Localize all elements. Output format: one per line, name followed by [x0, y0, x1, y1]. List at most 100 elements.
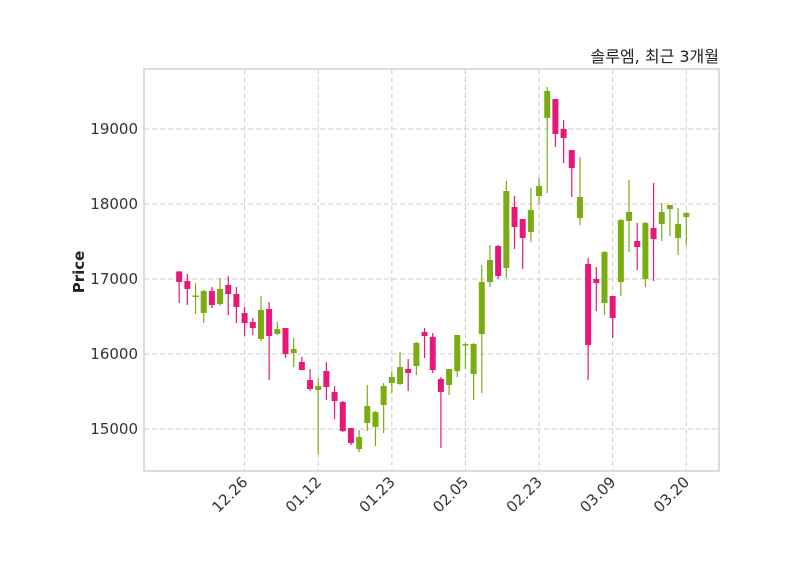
- candle-body: [421, 332, 428, 336]
- candle-body: [429, 336, 436, 370]
- candle-down: [495, 245, 502, 279]
- candle-body: [241, 312, 248, 324]
- candle-body: [397, 366, 404, 384]
- candle-down: [437, 377, 444, 448]
- candle-body: [184, 281, 191, 289]
- candle-body: [462, 344, 469, 346]
- chart-title: 솔루엠, 최근 3개월: [591, 47, 719, 66]
- candle-down: [233, 287, 240, 324]
- candle-down: [331, 386, 338, 420]
- candle-body: [560, 129, 567, 138]
- candle-down: [249, 318, 256, 336]
- candle-down: [208, 287, 215, 309]
- grid: [144, 69, 719, 471]
- candle-up: [454, 335, 461, 378]
- candle-down: [266, 302, 273, 381]
- candle-down: [241, 306, 248, 336]
- x-tick-label: 12.26: [208, 473, 251, 516]
- candle-body: [503, 191, 510, 268]
- candle-down: [519, 219, 526, 270]
- candle-body: [307, 380, 314, 390]
- candle-body: [511, 207, 518, 228]
- candle-body: [470, 344, 477, 375]
- candle-up: [626, 180, 633, 252]
- candle-body: [519, 219, 526, 238]
- candle-up: [192, 282, 199, 315]
- candle-up: [446, 369, 453, 396]
- candle-body: [192, 295, 199, 297]
- y-tick-label: 19000: [90, 120, 138, 138]
- candle-up: [462, 342, 469, 369]
- candle-down: [421, 327, 428, 358]
- candle-body: [323, 371, 330, 387]
- candle-body: [282, 327, 289, 354]
- candle-body: [666, 204, 673, 210]
- candle-body: [208, 291, 215, 306]
- candle-up: [364, 384, 371, 432]
- candle-up: [290, 338, 297, 367]
- candle-body: [372, 411, 379, 427]
- candle-down: [323, 362, 330, 400]
- candle-body: [217, 288, 224, 304]
- candle-body: [552, 99, 559, 135]
- candle-up: [315, 378, 322, 454]
- candle-down: [568, 150, 575, 198]
- y-tick-label: 18000: [90, 195, 138, 213]
- candle-body: [544, 90, 551, 118]
- candle-up: [200, 290, 207, 324]
- candle-body: [339, 402, 346, 432]
- candle-up: [470, 342, 477, 400]
- candle-up: [217, 278, 224, 306]
- candle-body: [536, 186, 543, 196]
- candle-body: [527, 210, 534, 232]
- candle-body: [331, 392, 338, 402]
- candle-body: [609, 296, 616, 318]
- candle-down: [429, 333, 436, 373]
- candle-body: [290, 348, 297, 354]
- candle-down: [650, 183, 657, 282]
- candle-body: [478, 282, 485, 334]
- candle-up: [380, 383, 387, 433]
- y-axis-label: Price: [70, 251, 88, 294]
- candle-up: [658, 203, 665, 241]
- candle-body: [626, 212, 633, 222]
- candle-down: [225, 276, 232, 315]
- candle-up: [683, 212, 690, 246]
- y-tick-label: 15000: [90, 420, 138, 438]
- candle-down: [184, 273, 191, 306]
- candle-body: [576, 197, 583, 219]
- candle-down: [560, 120, 567, 163]
- candle-down: [511, 195, 518, 249]
- candle-body: [388, 377, 395, 384]
- candle-body: [356, 437, 363, 450]
- candle-down: [339, 401, 346, 432]
- candle-up: [478, 264, 485, 393]
- candle-body: [675, 224, 682, 238]
- candle-body: [683, 213, 690, 217]
- x-tick-label: 01.12: [282, 473, 325, 516]
- candle-body: [446, 369, 453, 385]
- candle-down: [307, 369, 314, 391]
- candle-up: [527, 188, 534, 243]
- candle-down: [585, 258, 592, 381]
- candle-body: [617, 219, 624, 282]
- candle-body: [233, 294, 240, 307]
- candle-down: [347, 428, 354, 445]
- candles: [176, 87, 690, 454]
- candle-up: [666, 204, 673, 237]
- candle-body: [568, 150, 575, 168]
- candle-body: [257, 309, 264, 339]
- candle-up: [397, 351, 404, 385]
- x-tick-label: 03.20: [650, 473, 693, 516]
- candle-up: [413, 342, 420, 375]
- y-tick-label: 17000: [90, 270, 138, 288]
- x-tick-label: 03.09: [576, 473, 619, 516]
- candle-body: [347, 428, 354, 444]
- candle-up: [617, 219, 624, 297]
- candle-up: [675, 207, 682, 255]
- candle-body: [200, 291, 207, 313]
- candle-up: [503, 180, 510, 279]
- candle-up: [486, 245, 493, 288]
- x-tick-label: 02.05: [429, 473, 472, 516]
- candle-body: [486, 260, 493, 282]
